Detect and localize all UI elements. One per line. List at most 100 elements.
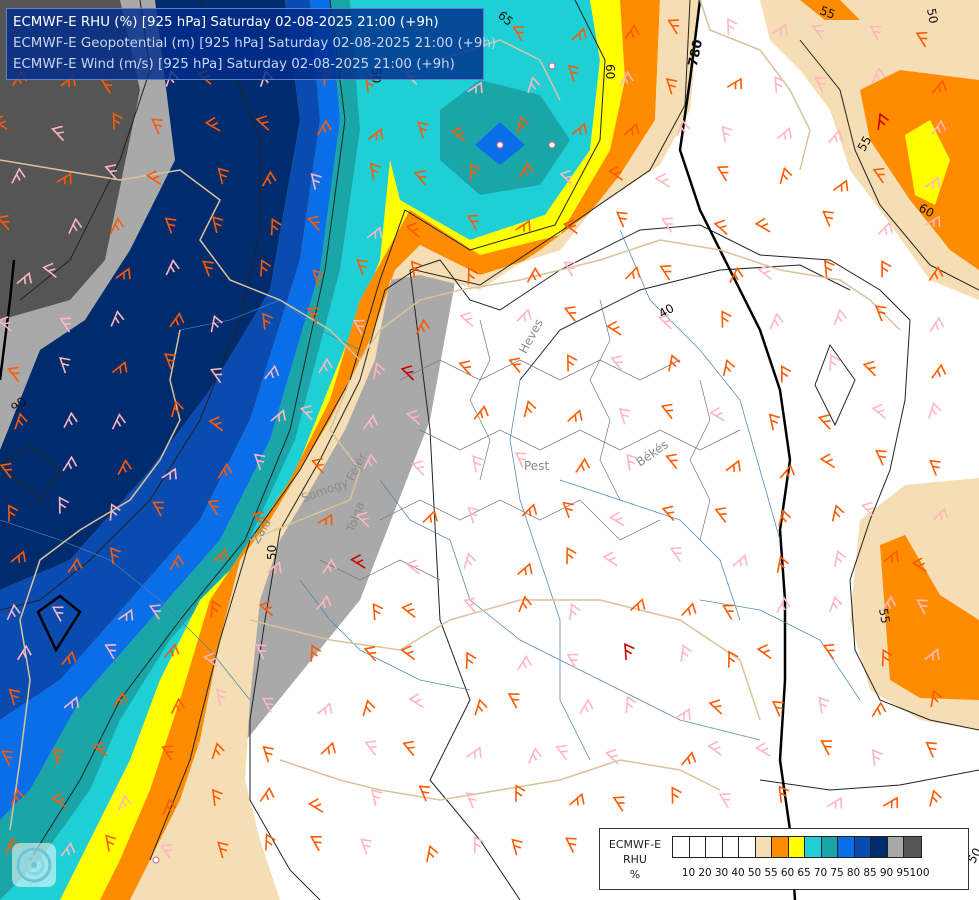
wind-barb <box>768 413 780 431</box>
wind-barb <box>312 269 324 287</box>
wind-barb <box>310 644 322 662</box>
wind-barb <box>823 259 835 278</box>
wind-barb <box>928 265 944 282</box>
legend-swatch <box>673 837 690 857</box>
wind-barb <box>517 654 532 671</box>
wind-barb <box>511 838 523 856</box>
wind-barb <box>307 215 321 231</box>
wind-barb <box>729 266 744 284</box>
county-border <box>319 559 441 581</box>
wind-barb <box>776 596 791 614</box>
wind-barb <box>0 214 10 231</box>
wind-barb <box>528 747 543 764</box>
wind-barb <box>877 221 894 235</box>
wind-barb <box>726 77 743 90</box>
country-border <box>699 0 811 171</box>
wind-barb <box>162 798 177 815</box>
wind-barb <box>722 358 736 377</box>
wind-barb <box>16 271 32 285</box>
wind-barb <box>209 367 223 384</box>
wind-barb <box>11 788 25 806</box>
wind-barb <box>877 112 889 131</box>
wind-barb <box>817 414 831 430</box>
wind-barb <box>518 161 534 178</box>
legend-swatch <box>854 837 871 857</box>
wind-barb <box>117 458 132 476</box>
wind-barb <box>472 455 484 473</box>
place-label-pest: Pest <box>524 459 549 473</box>
wind-barb <box>400 365 415 381</box>
wind-barb <box>512 26 524 42</box>
wind-barb <box>754 217 771 233</box>
wind-barb <box>165 258 180 276</box>
wind-barb <box>60 841 76 857</box>
wind-barb <box>626 453 638 471</box>
wind-barb <box>618 407 631 425</box>
contour-line <box>759 769 979 791</box>
wind-barb <box>252 511 265 527</box>
wind-barb <box>262 312 273 330</box>
wind-barb <box>405 559 420 575</box>
wind-barb <box>217 167 229 185</box>
wind-barb <box>58 496 70 514</box>
wind-barb <box>831 504 845 522</box>
wind-barb <box>0 115 8 131</box>
wind-barb <box>829 353 841 372</box>
wind-barb <box>521 503 538 517</box>
wind-barb <box>562 501 574 519</box>
wind-barb <box>306 307 319 323</box>
contour-label: 50 <box>924 7 940 24</box>
legend-unit: % <box>629 868 641 881</box>
wind-barb <box>408 693 424 709</box>
river <box>299 579 471 691</box>
wind-barb <box>316 702 333 715</box>
wind-barb <box>882 796 899 809</box>
wind-barb <box>7 366 20 383</box>
wind-barb <box>109 547 121 565</box>
wind-barb <box>317 119 332 136</box>
wind-barb <box>115 267 131 280</box>
river <box>619 229 781 541</box>
wind-barb <box>772 23 788 36</box>
rhu-band-90 <box>0 0 300 590</box>
wind-barb <box>210 599 222 618</box>
wind-barb <box>869 25 882 42</box>
contour-label: 55 <box>876 607 892 624</box>
wind-barb <box>202 260 214 277</box>
river <box>379 479 761 741</box>
legend-swatch <box>805 837 822 857</box>
wind-barb <box>916 599 928 615</box>
wind-barb <box>7 504 19 522</box>
wind-barb <box>822 643 835 660</box>
wind-barb <box>203 652 218 668</box>
county-border <box>399 359 681 381</box>
wind-barb <box>619 70 634 87</box>
wind-barb <box>210 314 223 333</box>
wind-barb <box>607 165 624 181</box>
station-marker <box>152 856 160 864</box>
wind-barb <box>474 698 488 716</box>
wind-barb <box>104 164 118 180</box>
wind-barb <box>929 316 945 333</box>
wind-barb <box>110 217 125 234</box>
wind-barb <box>874 305 887 322</box>
wind-barb <box>415 318 431 335</box>
wind-barb <box>515 219 531 232</box>
legend-swatch <box>722 837 739 857</box>
wind-barb <box>714 507 727 523</box>
wind-barb <box>0 462 13 479</box>
wind-barb <box>629 598 646 612</box>
wind-barb <box>299 405 313 421</box>
wind-barb <box>931 363 947 379</box>
wind-barb <box>579 698 594 715</box>
wind-barb <box>261 170 277 187</box>
wind-barb <box>110 310 125 327</box>
wind-barb <box>569 602 581 621</box>
wind-barb <box>253 453 266 471</box>
wind-barb <box>779 464 796 479</box>
legend-swatch <box>871 837 888 857</box>
wind-barb <box>718 793 731 809</box>
geopotential-closed-w <box>36 594 82 653</box>
legend-tick-label: 20 <box>698 867 712 879</box>
